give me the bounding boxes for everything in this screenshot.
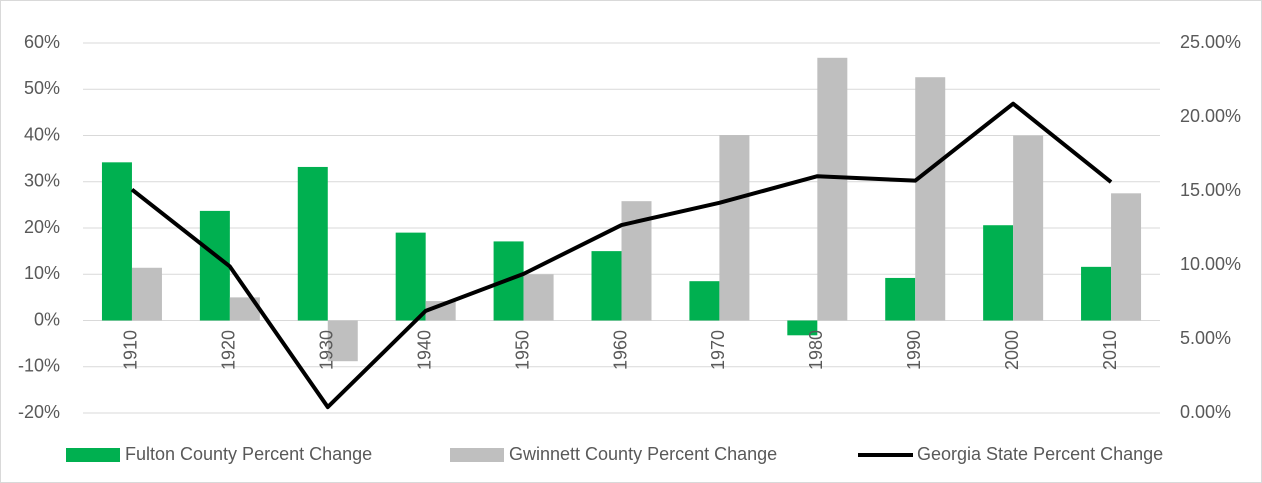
- x-tick-label: 1940: [414, 330, 434, 370]
- y-tick-label: -10%: [18, 356, 60, 376]
- legend-swatch: [66, 448, 120, 462]
- bar: [1081, 266, 1112, 321]
- line: [130, 101, 1113, 410]
- bar: [689, 281, 720, 321]
- y-tick-label: 20%: [24, 217, 60, 237]
- bar: [229, 297, 260, 321]
- legend-label: Gwinnett County Percent Change: [509, 444, 777, 464]
- y2-tick-label: 20.00%: [1180, 106, 1241, 126]
- y2-tick-label: 5.00%: [1180, 328, 1231, 348]
- legend-label: Fulton County Percent Change: [125, 444, 372, 464]
- bar: [1111, 193, 1142, 321]
- bar: [395, 232, 426, 321]
- y2-tick-label: 15.00%: [1180, 180, 1241, 200]
- bar: [523, 274, 554, 321]
- y-tick-label: -20%: [18, 402, 60, 422]
- x-tick-label: 1950: [512, 330, 532, 370]
- bar: [885, 277, 916, 321]
- y2-tick-label: 10.00%: [1180, 254, 1241, 274]
- y2-tick-label: 25.00%: [1180, 32, 1241, 52]
- bar: [915, 77, 946, 321]
- x-tick-label: 1960: [610, 330, 630, 370]
- y-tick-label: 0%: [34, 309, 60, 329]
- x-tick-label: 1980: [806, 330, 826, 370]
- bar: [297, 166, 328, 321]
- bar: [327, 320, 358, 362]
- bar: [1013, 135, 1044, 321]
- x-tick-label: 1910: [121, 330, 141, 370]
- y-tick-label: 30%: [24, 171, 60, 191]
- y-tick-label: 10%: [24, 263, 60, 283]
- bar: [131, 267, 162, 321]
- x-tick-label: 1930: [317, 330, 337, 370]
- y2-tick-label: 0.00%: [1180, 402, 1231, 422]
- bar: [983, 225, 1014, 321]
- y-tick-label: 50%: [24, 78, 60, 98]
- bar: [787, 320, 818, 336]
- x-tick-label: 1990: [904, 330, 924, 370]
- y-tick-label: 60%: [24, 32, 60, 52]
- x-tick-label: 2010: [1100, 330, 1120, 370]
- bar: [817, 57, 848, 321]
- bar: [591, 251, 622, 321]
- x-tick-label: 1920: [219, 330, 239, 370]
- legend-swatch: [450, 448, 504, 462]
- x-tick-label: 1970: [708, 330, 728, 370]
- bar: [199, 210, 230, 321]
- y-tick-label: 40%: [24, 124, 60, 144]
- legend-label: Georgia State Percent Change: [917, 444, 1163, 464]
- bar: [101, 162, 132, 321]
- bar: [719, 135, 750, 321]
- x-tick-label: 2000: [1002, 330, 1022, 370]
